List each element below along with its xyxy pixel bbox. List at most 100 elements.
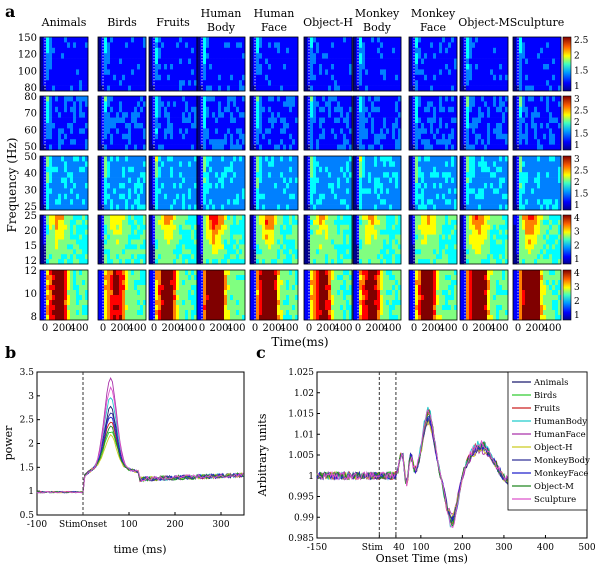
- y-axis-label-c: Arbitrary units: [256, 413, 269, 497]
- y-tick-label-c: 1.025: [288, 368, 314, 378]
- axis-ticks-b: 0.5 1 1.5 2 2.5 3 3.5 -100 StimOnset 100 200 300: [20, 368, 230, 530]
- y-tick-label: 50: [24, 142, 37, 153]
- x-tick-label: 0: [100, 323, 106, 334]
- colorbar-tick: 1: [574, 255, 580, 265]
- x-tick-label-c: 100: [412, 543, 429, 553]
- category-header: Face: [261, 21, 287, 34]
- colorbar-tick: 1: [574, 82, 580, 92]
- colorbar: [562, 95, 572, 151]
- heatmap-cell: [408, 269, 458, 321]
- x-tick-label-b: 300: [212, 520, 229, 530]
- heatmap-cell: [196, 214, 246, 265]
- panel-c-units-plot: 0.985 0.99 0.995 1 1.005 1.01 1.015 1.02 1.025 -1…: [256, 368, 596, 565]
- x-tick-label: 200: [209, 323, 228, 334]
- series-lines-b: [36, 377, 244, 494]
- y-tick-label: 25: [24, 202, 37, 213]
- heatmap-cell: [408, 155, 458, 211]
- heatmap-cell: [148, 95, 198, 151]
- x-tick-label: 0: [411, 323, 417, 334]
- x-tick-label: 0: [306, 323, 312, 334]
- y-tick-label-c: 1.01: [294, 430, 314, 440]
- colorbar-tick: 1.5: [574, 67, 589, 77]
- heatmap-cell: [352, 95, 402, 151]
- heatmap-cell: [352, 36, 402, 92]
- heatmap-cell: [249, 95, 299, 151]
- heatmap-cell: [39, 269, 89, 321]
- category-header: Face: [420, 21, 446, 34]
- x-tick-label-c: 200: [454, 543, 471, 553]
- legend-entry: MonkeyBody: [534, 456, 590, 466]
- x-tick-label-c: 500: [578, 543, 595, 553]
- colorbar-tick: 3: [574, 95, 580, 105]
- heatmap-cell: [249, 155, 299, 211]
- panel-label-b: b: [5, 343, 16, 362]
- heatmap-cell: [148, 269, 198, 321]
- heatmap-cell: [249, 36, 299, 92]
- x-tick-label: 0: [462, 323, 468, 334]
- x-tick-label: 200: [421, 323, 440, 334]
- colorbar-tick: 1.5: [574, 190, 589, 200]
- heatmap-cell: [196, 36, 246, 92]
- heatmap-cell: [249, 214, 299, 265]
- heatmap-cell: [512, 155, 562, 211]
- colorbar-tick: 4: [574, 269, 580, 279]
- legend-entry: Object-M: [534, 482, 574, 492]
- y-tick-label-c: 1.02: [294, 389, 314, 399]
- x-tick-label-b: -100: [27, 520, 47, 530]
- heatmap-cell: [148, 214, 198, 265]
- x-axis-label-b: time (ms): [113, 543, 166, 556]
- x-tick-label-c: -150: [307, 543, 327, 553]
- colorbar-tick: 2: [574, 178, 580, 188]
- x-tick-label: 200: [365, 323, 384, 334]
- axis-ticks-c: 0.985 0.99 0.995 1 1.005 1.01 1.015 1.02 1.025 -1…: [288, 368, 596, 553]
- x-tick-label: 0: [515, 323, 521, 334]
- heatmap-cell: [148, 155, 198, 211]
- colorbar-tick: 2.5: [574, 167, 589, 177]
- frequency-axis-label: Frequency (Hz): [5, 138, 19, 233]
- colorbar: [562, 36, 572, 92]
- category-header: Monkey: [355, 7, 400, 20]
- heatmap-cell: [148, 36, 198, 92]
- colorbar-tick: 2.5: [574, 36, 589, 46]
- x-tick-label: 400: [333, 323, 352, 334]
- heatmap-cell: [459, 269, 509, 321]
- x-tick-label: 200: [472, 323, 491, 334]
- y-tick-label: 150: [18, 33, 37, 44]
- heatmap-cell: [39, 95, 89, 151]
- category-header: Birds: [107, 16, 137, 29]
- y-tick-label-b: 1: [28, 487, 34, 497]
- colorbar-tick: 3: [574, 155, 580, 165]
- panel-label-c: c: [256, 343, 266, 362]
- colorbar-tick: 2: [574, 241, 580, 251]
- category-header: Human: [201, 7, 242, 20]
- x-tick-label-c: 40: [393, 543, 405, 553]
- y-tick-label: 10: [24, 289, 37, 300]
- heatmap-cell: [352, 214, 402, 265]
- heatmap-cell: [303, 36, 353, 92]
- y-tick-label-b: 1.5: [20, 463, 35, 473]
- panel-b-power-plot: 0.5 1 1.5 2 2.5 3 3.5 -100 StimOnset 100 200 300 po…: [2, 368, 245, 556]
- colorbar: [562, 214, 572, 265]
- x-tick-label: 0: [42, 323, 48, 334]
- y-tick-label-c: 0.995: [288, 493, 314, 503]
- x-tick-label-c: Stim: [362, 543, 384, 553]
- x-tick-label: 200: [525, 323, 544, 334]
- series-line-b: [36, 425, 244, 494]
- heatmap-cell: [408, 36, 458, 92]
- series-line-b: [36, 412, 244, 494]
- y-tick-label: 70: [24, 109, 37, 120]
- x-tick-label: 0: [199, 323, 205, 334]
- x-tick-label: 0: [151, 323, 157, 334]
- x-tick-label: 400: [226, 323, 245, 334]
- colorbar-tick: 1: [574, 311, 580, 321]
- heatmap-cell: [39, 36, 89, 92]
- time-axis-label: Time(ms): [271, 335, 328, 349]
- y-tick-label-b: 0.5: [20, 511, 35, 521]
- category-header: Animals: [41, 16, 87, 29]
- category-header: Object-H: [303, 16, 353, 29]
- heatmap-cell: [459, 214, 509, 265]
- y-tick-label-c: 1: [308, 472, 314, 482]
